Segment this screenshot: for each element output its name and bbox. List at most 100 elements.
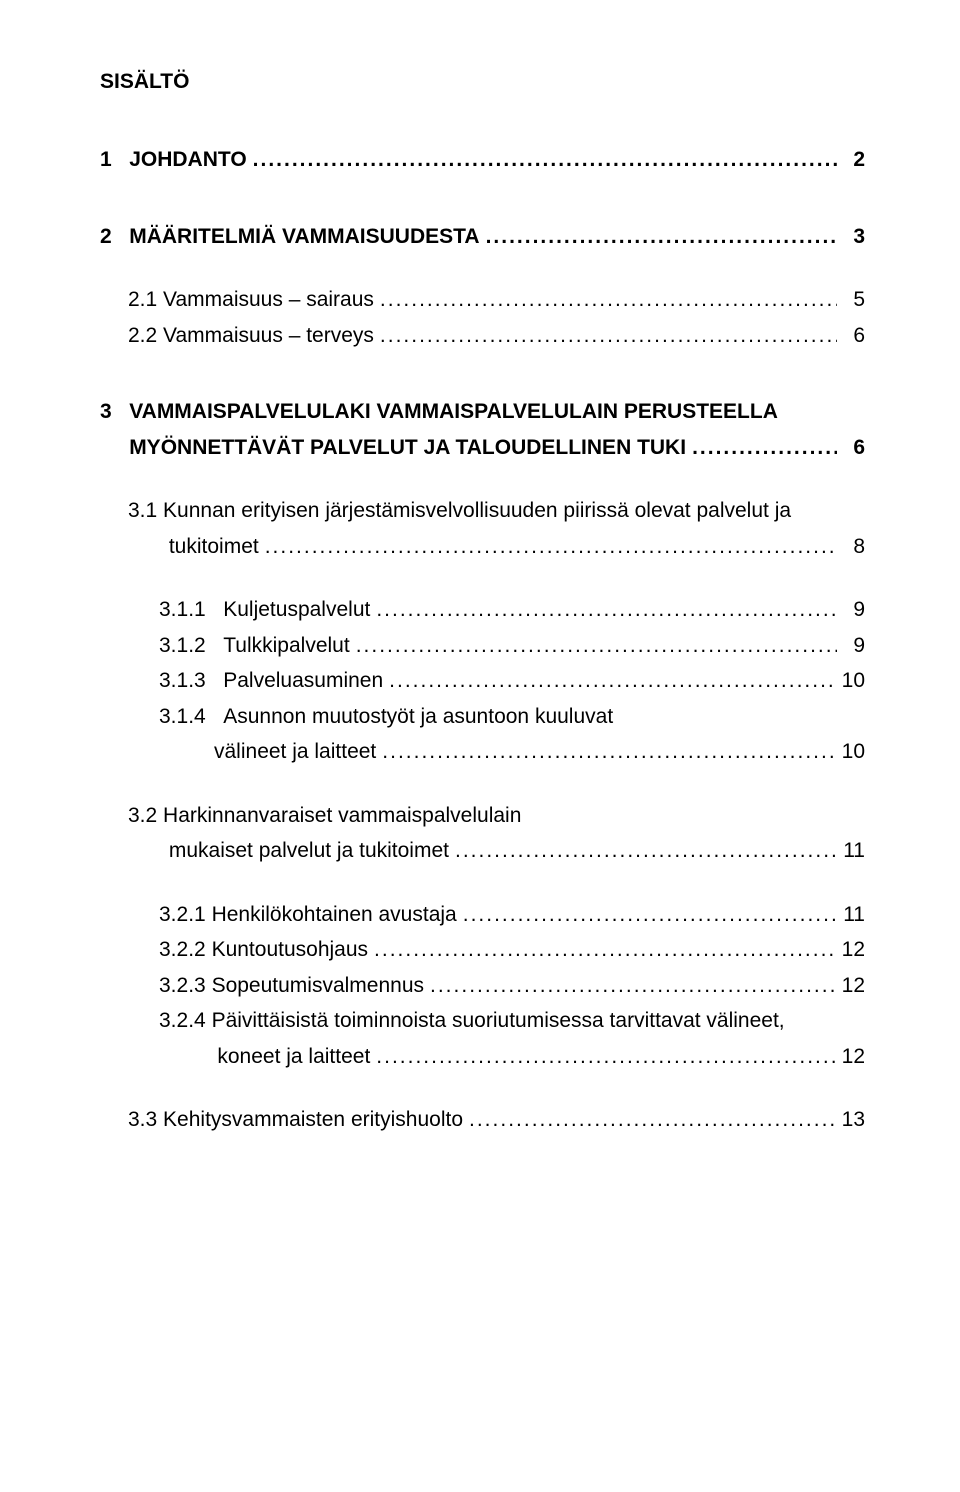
toc-number: 1: [100, 144, 112, 176]
toc-entry-continuation: koneet ja laitteet .....................…: [100, 1041, 865, 1073]
toc-number: 2: [100, 221, 112, 253]
toc-leader: ........................................…: [374, 320, 837, 352]
toc-leader: ........................................…: [376, 736, 837, 768]
toc-text: Päivittäisistä toiminnoista suoriutumise…: [212, 1005, 785, 1037]
toc-leader: ........................................…: [374, 284, 837, 316]
toc-entry: 3.2.2 Kuntoutusohjaus ..................…: [100, 934, 865, 966]
toc-page-number: 2: [837, 144, 865, 176]
toc-number: 3.2.3: [159, 970, 206, 1002]
toc-number: 3.2: [128, 800, 157, 832]
toc-spacer: [159, 1041, 217, 1073]
toc-heading: SISÄLTÖ: [100, 70, 865, 94]
toc-text: VAMMAISPALVELULAKI VAMMAISPALVELULAIN PE…: [129, 396, 778, 428]
toc-spacer: [206, 630, 224, 662]
toc-entry: 3.1 Kunnan erityisen järjestämisvelvolli…: [100, 495, 865, 527]
toc-page-number: 10: [837, 736, 865, 768]
document-page: SISÄLTÖ 1 JOHDANTO .....................…: [0, 0, 960, 1492]
toc-text: Vammaisuus – terveys: [163, 320, 374, 352]
toc-number: 3.1.4: [159, 701, 206, 733]
toc-page-number: 6: [837, 432, 865, 464]
toc-text: Harkinnanvaraiset vammaispalvelulain: [163, 800, 521, 832]
toc-spacer: [112, 396, 130, 428]
toc-text: koneet ja laitteet: [217, 1041, 370, 1073]
toc-text: Kunnan erityisen järjestämisvelvollisuud…: [163, 495, 791, 527]
toc-page-number: 10: [837, 665, 865, 697]
toc-leader: ........................................…: [370, 594, 837, 626]
toc-text: Asunnon muutostyöt ja asuntoon kuuluvat: [223, 701, 613, 733]
toc-leader: ........................................…: [457, 899, 837, 931]
toc-number: 3.2.1: [159, 899, 206, 931]
toc-text: mukaiset palvelut ja tukitoimet: [169, 835, 449, 867]
toc-leader: ........................................…: [368, 934, 837, 966]
toc-text: Vammaisuus – sairaus: [163, 284, 374, 316]
toc-leader: ........................................…: [247, 144, 837, 176]
toc-text: välineet ja laitteet: [214, 736, 376, 768]
toc-number: 2.2: [128, 320, 157, 352]
toc-entry-continuation: tukitoimet .............................…: [100, 531, 865, 563]
toc-entry: 3.2.4 Päivittäisistä toiminnoista suoriu…: [100, 1005, 865, 1037]
toc-spacer: [206, 701, 224, 733]
toc-spacer: [206, 665, 224, 697]
toc-entry-continuation: välineet ja laitteet ...................…: [100, 736, 865, 768]
toc-text: Sopeutumisvalmennus: [212, 970, 424, 1002]
toc-entry: 3 VAMMAISPALVELULAKI VAMMAISPALVELULAIN …: [100, 396, 865, 428]
toc-page-number: 5: [837, 284, 865, 316]
toc-page-number: 12: [837, 934, 865, 966]
toc-page-number: 12: [837, 970, 865, 1002]
toc-leader: ........................................…: [259, 531, 837, 563]
toc-page-number: 8: [837, 531, 865, 563]
toc-text: Kuntoutusohjaus: [212, 934, 368, 966]
toc-number: 3.3: [128, 1104, 157, 1136]
toc-number: 3: [100, 396, 112, 428]
toc-entry-continuation: MYÖNNETTÄVÄT PALVELUT JA TALOUDELLINEN T…: [100, 432, 865, 464]
toc-leader: ........................................…: [480, 221, 837, 253]
toc-spacer: [100, 432, 129, 464]
toc-text: Kuljetuspalvelut: [223, 594, 370, 626]
toc-page-number: 11: [837, 835, 865, 867]
toc-number: 3.1: [128, 495, 157, 527]
toc-text: Tulkkipalvelut: [223, 630, 349, 662]
toc-page-number: 13: [837, 1104, 865, 1136]
toc-leader: ........................................…: [686, 432, 837, 464]
toc-page-number: 6: [837, 320, 865, 352]
toc-leader: ........................................…: [350, 630, 837, 662]
toc-leader: ........................................…: [383, 665, 837, 697]
toc-spacer: [128, 531, 169, 563]
toc-spacer: [206, 594, 224, 626]
toc-entry: 3.1.3 Palveluasuminen ..................…: [100, 665, 865, 697]
toc-number: 3.1.1: [159, 594, 206, 626]
toc-text: MYÖNNETTÄVÄT PALVELUT JA TALOUDELLINEN T…: [129, 432, 686, 464]
table-of-contents: 1 JOHDANTO .............................…: [100, 144, 865, 1136]
toc-leader: ........................................…: [370, 1041, 837, 1073]
toc-number: 3.1.2: [159, 630, 206, 662]
toc-spacer: [112, 221, 130, 253]
toc-page-number: 9: [837, 630, 865, 662]
toc-spacer: [128, 835, 169, 867]
toc-entry: 3.2.3 Sopeutumisvalmennus ..............…: [100, 970, 865, 1002]
toc-entry: 2.2 Vammaisuus – terveys ...............…: [100, 320, 865, 352]
toc-page-number: 3: [837, 221, 865, 253]
toc-leader: ........................................…: [449, 835, 837, 867]
toc-entry: 1 JOHDANTO .............................…: [100, 144, 865, 176]
toc-page-number: 9: [837, 594, 865, 626]
toc-page-number: 12: [837, 1041, 865, 1073]
toc-text: JOHDANTO: [129, 144, 246, 176]
toc-page-number: 11: [837, 899, 865, 931]
toc-text: tukitoimet: [169, 531, 259, 563]
toc-number: 2.1: [128, 284, 157, 316]
toc-number: 3.2.2: [159, 934, 206, 966]
toc-number: 3.1.3: [159, 665, 206, 697]
toc-number: 3.2.4: [159, 1005, 206, 1037]
toc-entry: 3.2 Harkinnanvaraiset vammaispalvelulain: [100, 800, 865, 832]
toc-entry: 3.3 Kehitysvammaisten erityishuolto ....…: [100, 1104, 865, 1136]
toc-text: Henkilökohtainen avustaja: [212, 899, 457, 931]
toc-text: Palveluasuminen: [223, 665, 383, 697]
toc-entry: 3.1.1 Kuljetuspalvelut .................…: [100, 594, 865, 626]
toc-spacer: [112, 144, 130, 176]
toc-entry: 3.2.1 Henkilökohtainen avustaja ........…: [100, 899, 865, 931]
toc-entry-continuation: mukaiset palvelut ja tukitoimet ........…: [100, 835, 865, 867]
toc-text: Kehitysvammaisten erityishuolto: [163, 1104, 463, 1136]
toc-entry: 2.1 Vammaisuus – sairaus ...............…: [100, 284, 865, 316]
toc-leader: ........................................…: [463, 1104, 837, 1136]
toc-text: MÄÄRITELMIÄ VAMMAISUUDESTA: [129, 221, 479, 253]
